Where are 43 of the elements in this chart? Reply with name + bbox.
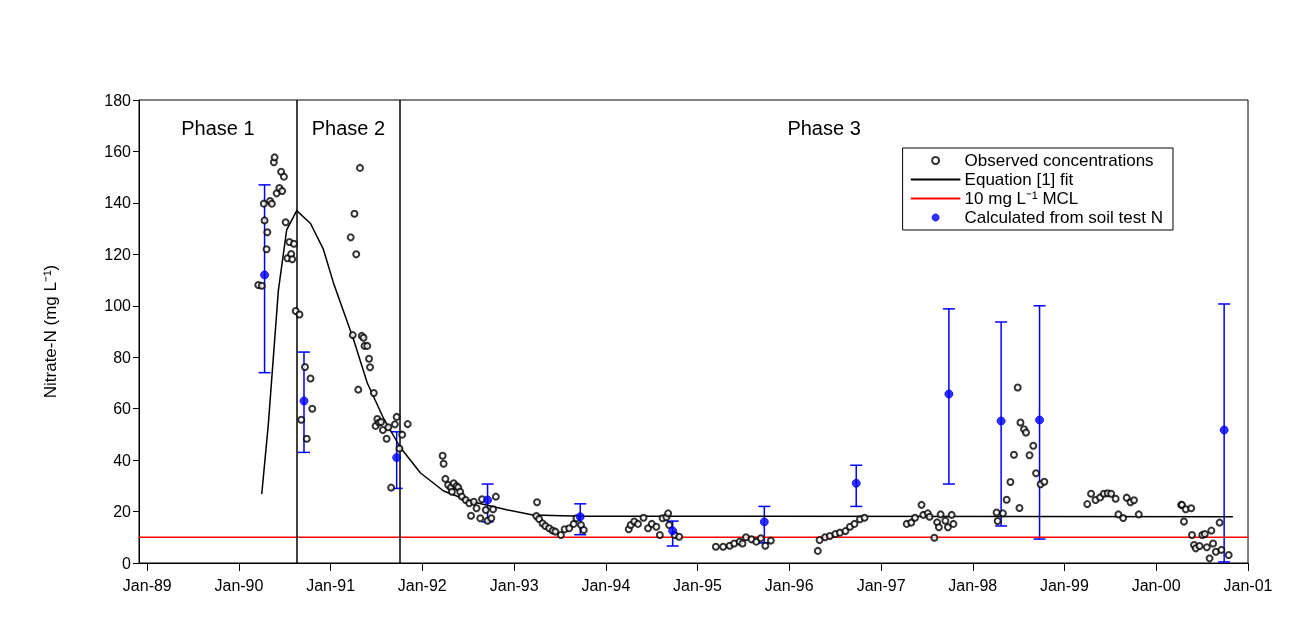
legend-label: Equation [1] fit bbox=[964, 170, 1074, 189]
legend-label: Calculated from soil test N bbox=[964, 208, 1163, 227]
y-tick-label: 80 bbox=[113, 348, 132, 366]
y-tick-label: 160 bbox=[104, 142, 132, 160]
legend-label: 10 mg L⁻¹ MCL bbox=[964, 189, 1079, 208]
x-tick-label: Jan-91 bbox=[306, 576, 356, 594]
y-tick-label: 20 bbox=[113, 503, 132, 521]
x-tick-label: Jan-96 bbox=[764, 576, 814, 594]
x-tick-label: Jan-92 bbox=[397, 576, 447, 594]
point bbox=[260, 270, 270, 280]
point bbox=[575, 512, 585, 522]
x-tick-label: Jan-89 bbox=[122, 576, 172, 594]
y-tick-label: 60 bbox=[113, 400, 132, 418]
y-tick-label: 100 bbox=[104, 297, 132, 315]
x-tick-label: Jan-01 bbox=[1223, 576, 1273, 594]
point bbox=[996, 416, 1006, 426]
y-tick-label: 120 bbox=[104, 245, 132, 263]
annotation: Phase 1 bbox=[181, 117, 255, 139]
point bbox=[483, 495, 493, 505]
x-tick-label: Jan-98 bbox=[948, 576, 998, 594]
point bbox=[1219, 425, 1229, 435]
annotation: Phase 2 bbox=[311, 117, 386, 139]
point bbox=[851, 478, 861, 488]
annotation: Phase 3 bbox=[787, 117, 861, 139]
point bbox=[759, 517, 769, 527]
point bbox=[668, 526, 678, 536]
x-tick-label: Jan-93 bbox=[489, 576, 539, 594]
x-tick-label: Jan-97 bbox=[856, 576, 906, 594]
x-tick-label: Jan-95 bbox=[673, 576, 723, 594]
x-tick-label: Jan-94 bbox=[581, 576, 631, 594]
y-tick-label: 0 bbox=[122, 554, 132, 572]
x-tick-label: Jan-90 bbox=[214, 576, 264, 594]
x-tick-label: Jan-00 bbox=[1131, 576, 1181, 594]
y-tick-label: 140 bbox=[104, 194, 132, 212]
point bbox=[1035, 415, 1045, 425]
point bbox=[299, 396, 309, 406]
y-axis-title: Nitrate-N (mg L⁻¹) bbox=[41, 264, 60, 399]
y-tick-label: 180 bbox=[104, 91, 132, 109]
x-tick-label: Jan-99 bbox=[1039, 576, 1089, 594]
y-tick-label: 40 bbox=[113, 451, 132, 469]
point bbox=[392, 453, 402, 463]
legend-label: Observed concentrations bbox=[964, 151, 1154, 170]
point bbox=[944, 389, 954, 399]
